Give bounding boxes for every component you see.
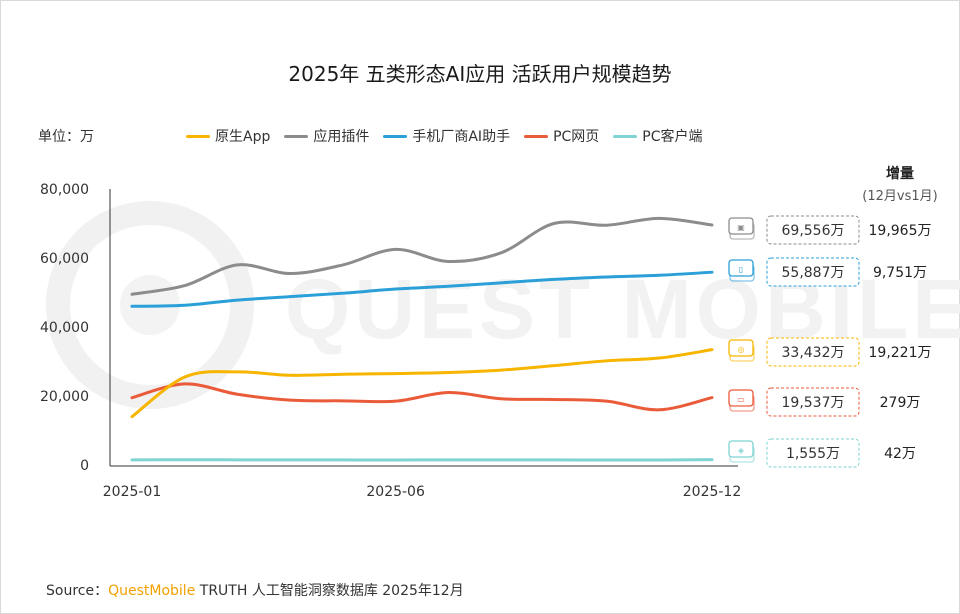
y-tick-label: 20,000 (40, 389, 89, 405)
y-tick-label: 40,000 (40, 320, 89, 336)
legend-swatch (186, 134, 210, 138)
increase-header: 增量 (12月vs1月) (858, 163, 942, 204)
increase-value: 279万 (880, 395, 921, 411)
axes: 80,000 60,000 40,000 20,000 0 2025-01 2025-06 2… (40, 182, 741, 500)
source-note: Source：QuestMobile TRUTH 人工智能洞察数据库 2025年… (46, 580, 464, 600)
legend-label: 应用插件 (313, 129, 370, 145)
chart-title: 2025年 五类形态AI应用 活跃用户规模趋势 (288, 62, 672, 86)
icon-glyph: ▯ (739, 265, 743, 274)
end-value-box (766, 215, 860, 245)
legend-item-native-app[interactable]: 原生App (186, 126, 270, 146)
phone-icon (728, 259, 754, 277)
legend-label: PC客户端 (642, 129, 703, 145)
series-badge-0: ◎ 33,432万 19,221万 (728, 337, 932, 367)
icon-glyph: ◈ (738, 446, 745, 455)
x-tick-label: 2025-06 (366, 484, 425, 500)
end-value-box (766, 337, 860, 367)
series-lines (130, 216, 714, 462)
source-rest: TRUTH 人工智能洞察数据库 2025年12月 (195, 583, 464, 599)
x-tick-label: 2025-01 (103, 484, 162, 500)
end-value-label: 19,537万 (782, 395, 845, 411)
legend-item-pc-web[interactable]: PC网页 (524, 126, 599, 146)
series-line-0 (130, 348, 714, 419)
app-icon (728, 339, 754, 357)
icon-glyph: ◎ (738, 345, 745, 354)
series-line-3 (130, 382, 714, 412)
series-badge-2: ▯ 55,887万 9,751万 (728, 257, 927, 287)
legend-swatch (524, 134, 549, 138)
end-value-label: 1,555万 (786, 446, 840, 462)
legend-label: 原生App (215, 129, 271, 145)
end-value-box (766, 257, 860, 287)
series-line-2 (130, 270, 714, 308)
increase-value: 19,221万 (869, 345, 932, 361)
increase-header-subtitle: (12月vs1月) (862, 189, 938, 204)
series-badge-4: ◈ 1,555万 42万 (728, 438, 916, 468)
series-badge-3: ▭ 19,537万 279万 (728, 387, 921, 417)
end-value-box (766, 438, 860, 468)
legend: 原生App 应用插件 手机厂商AI助手 PC网页 PC客户端 (186, 126, 717, 146)
ai-chip-icon (728, 217, 754, 235)
watermark-logo-ring (46, 201, 254, 409)
y-tick-label: 80,000 (40, 182, 89, 198)
increase-value: 9,751万 (873, 265, 927, 281)
icon-glyph: ▭ (737, 395, 745, 404)
source-brand: QuestMobile (108, 583, 196, 599)
end-value-label: 69,556万 (782, 223, 845, 239)
legend-item-plugin[interactable]: 应用插件 (284, 126, 369, 146)
monitor-icon (728, 389, 754, 407)
legend-item-phone-assistant[interactable]: 手机厂商AI助手 (383, 126, 510, 146)
legend-swatch (613, 134, 638, 138)
series-badge-1: ▣ 69,556万 19,965万 (728, 215, 932, 245)
legend-label: 手机厂商AI助手 (412, 129, 511, 145)
y-tick-label: 60,000 (40, 251, 89, 267)
end-badges: ◎ 33,432万 19,221万 ▣ 69,556万 19,965万 ▯ 55,887万 9,… (728, 215, 932, 468)
end-value-label: 55,887万 (782, 265, 845, 281)
end-value-label: 33,432万 (782, 345, 845, 361)
y-tick-label: 0 (80, 458, 89, 474)
client-icon (728, 440, 754, 458)
source-prefix: Source： (46, 583, 109, 599)
series-line-1 (130, 216, 714, 296)
increase-value: 42万 (884, 446, 916, 462)
icon-glyph: ▣ (737, 223, 745, 232)
x-tick-label: 2025-12 (683, 484, 742, 500)
end-value-box (766, 387, 860, 417)
legend-label: PC网页 (553, 129, 600, 145)
increase-header-title: 增量 (886, 166, 914, 182)
legend-swatch (383, 134, 408, 138)
legend-item-pc-client[interactable]: PC客户端 (613, 126, 703, 146)
increase-value: 19,965万 (869, 223, 932, 239)
legend-swatch (284, 134, 309, 138)
unit-label: 单位：万 (38, 129, 94, 145)
